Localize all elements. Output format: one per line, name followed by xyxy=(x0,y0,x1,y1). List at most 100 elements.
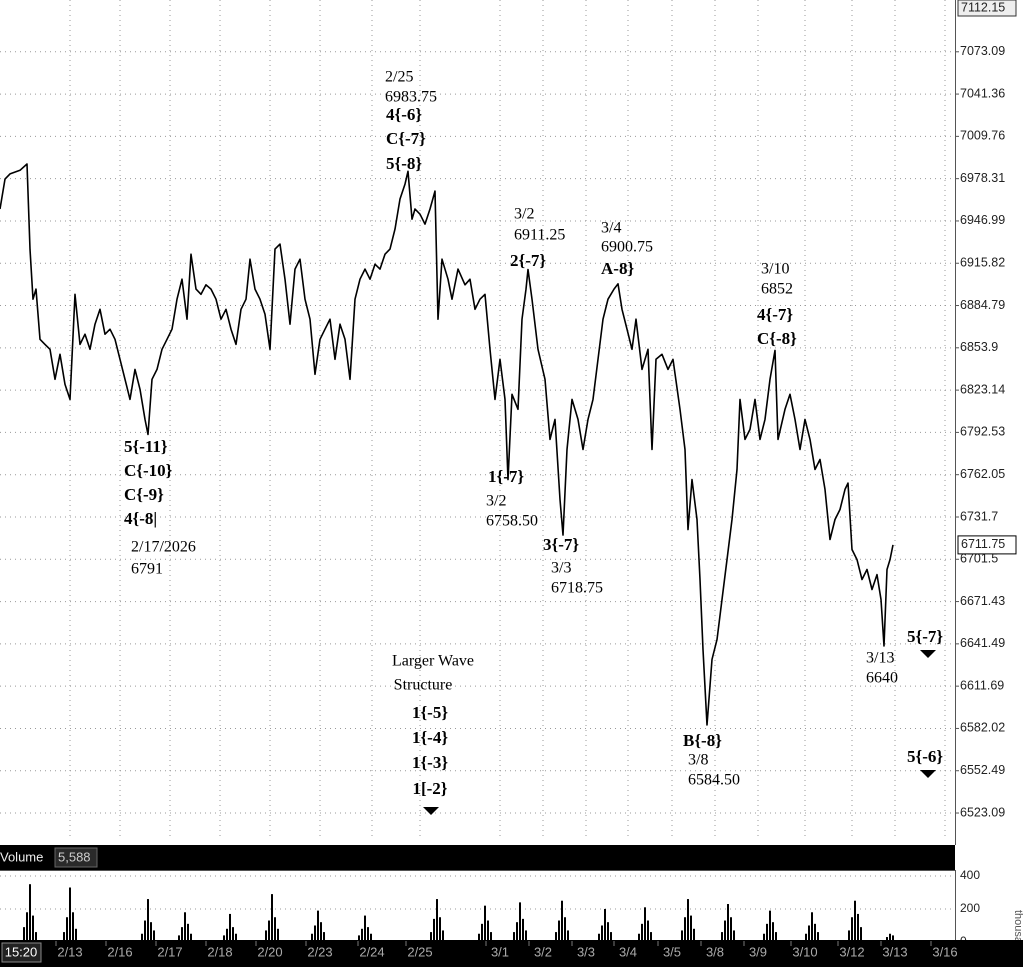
y-tick-label: 6701.5 xyxy=(960,552,998,566)
x-tick-label: 3/10 xyxy=(792,944,817,959)
annotation: 3{-7} xyxy=(543,535,579,554)
volume-bar xyxy=(26,912,28,940)
volume-tick-label: 200 xyxy=(960,901,980,915)
annotation: 5{-6} xyxy=(907,747,943,766)
volume-bar xyxy=(892,935,894,940)
annotation: C{-10} xyxy=(124,461,173,480)
x-tick-label: 2/17 xyxy=(157,944,182,959)
volume-bar xyxy=(190,933,192,940)
volume-bar xyxy=(690,915,692,940)
y-tick-label: 6582.02 xyxy=(960,721,1005,735)
annotation: 6911.25 xyxy=(514,227,565,244)
volume-bar xyxy=(317,910,319,940)
volume-bar xyxy=(733,930,735,940)
volume-bar xyxy=(223,935,225,940)
volume-bar xyxy=(314,925,316,940)
volume-bar xyxy=(516,922,518,940)
x-tick-label: 2/20 xyxy=(257,944,282,959)
y-tick-label: 6641.49 xyxy=(960,636,1005,650)
volume-bar xyxy=(32,915,34,940)
annotation: 3/13 xyxy=(866,650,894,667)
marker-triangle xyxy=(920,770,936,778)
x-tick-label: 3/12 xyxy=(839,944,864,959)
volume-bar xyxy=(150,922,152,940)
annotation: 6584.50 xyxy=(688,772,740,789)
volume-bar xyxy=(644,907,646,940)
y-tick-label: 6853.9 xyxy=(960,340,998,354)
x-tick-label: 3/8 xyxy=(706,944,724,959)
volume-bar xyxy=(513,932,515,940)
volume-bar xyxy=(558,920,560,940)
x-tick-label: 2/13 xyxy=(57,944,82,959)
marker-triangle xyxy=(423,807,439,815)
readout-box xyxy=(54,847,98,868)
volume-bar xyxy=(430,932,432,940)
volume-bar xyxy=(769,910,771,940)
volume-bar xyxy=(567,930,569,940)
volume-bar xyxy=(772,922,774,940)
annotation: 1{-5} xyxy=(412,703,448,722)
volume-bar xyxy=(641,923,643,940)
plot xyxy=(0,163,894,726)
y-tick-label: 6978.31 xyxy=(960,171,1005,185)
annotation: 3/2 xyxy=(486,493,506,510)
volume-bar xyxy=(721,932,723,940)
volume-bar xyxy=(727,904,729,940)
volume-bar xyxy=(268,920,270,940)
volume-unit: thousan xyxy=(1012,910,1023,949)
annotation: 6640 xyxy=(866,670,898,687)
volume-bar xyxy=(69,887,71,940)
volume-bar xyxy=(650,932,652,940)
y-tick-label: 6671.43 xyxy=(960,594,1005,608)
y-tick-label: 7073.09 xyxy=(960,44,1005,58)
volume-bar xyxy=(481,923,483,940)
volume-bar xyxy=(811,912,813,940)
x-tick-label: 2/16 xyxy=(107,944,132,959)
annotation: 3/3 xyxy=(551,560,571,577)
x-tick-label: 2/18 xyxy=(207,944,232,959)
volume-bar xyxy=(23,927,25,940)
volume-bar xyxy=(601,925,603,940)
volume-bar xyxy=(857,913,859,940)
annotation: 2/25 xyxy=(385,69,413,86)
annotation: 6718.75 xyxy=(551,580,603,597)
volume-title: Volume xyxy=(0,849,43,864)
annotation: 6758.50 xyxy=(486,513,538,530)
x-tick-label: 2/24 xyxy=(359,944,384,959)
volume-bar xyxy=(433,918,435,940)
y-tick-label: 6884.79 xyxy=(960,298,1005,312)
annotation: 1{-4} xyxy=(412,728,448,747)
volume-bar xyxy=(72,912,74,940)
annotation: A-8} xyxy=(601,259,634,278)
volume-bar xyxy=(598,933,600,940)
volume-bar xyxy=(607,922,609,940)
volume-bar xyxy=(687,899,689,940)
volume-bar xyxy=(805,933,807,940)
y-tick-label: 6611.69 xyxy=(960,678,1004,692)
volume-bar xyxy=(851,917,853,940)
y-tick-label: 6552.49 xyxy=(960,763,1005,777)
annotation: 6900.75 xyxy=(601,239,653,256)
volume-bar xyxy=(817,932,819,940)
volume-bar xyxy=(519,902,521,940)
annotation: 6852 xyxy=(761,281,793,298)
x-tick-label: 3/4 xyxy=(619,944,637,959)
volume-bar xyxy=(610,932,612,940)
volume-readout: 5,588 xyxy=(58,849,91,864)
volume-bar xyxy=(775,932,777,940)
volume-bar xyxy=(681,930,683,940)
x-tick-label: 3/3 xyxy=(577,944,595,959)
volume-bar xyxy=(814,923,816,940)
volume-bar xyxy=(187,923,189,940)
volume-bar xyxy=(684,917,686,940)
annotation: B{-8} xyxy=(683,731,722,750)
y-tick-label: 6915.82 xyxy=(960,256,1005,270)
annotation: 3/10 xyxy=(761,261,789,278)
volume-bar xyxy=(232,927,234,940)
y-tick-label: 6792.53 xyxy=(960,425,1005,439)
volume-bar xyxy=(178,935,180,940)
volume-bar xyxy=(478,933,480,940)
annotation: 1{-7} xyxy=(488,467,524,486)
x-tick-label: 3/2 xyxy=(534,944,552,959)
annotation: C{-9} xyxy=(124,485,164,504)
